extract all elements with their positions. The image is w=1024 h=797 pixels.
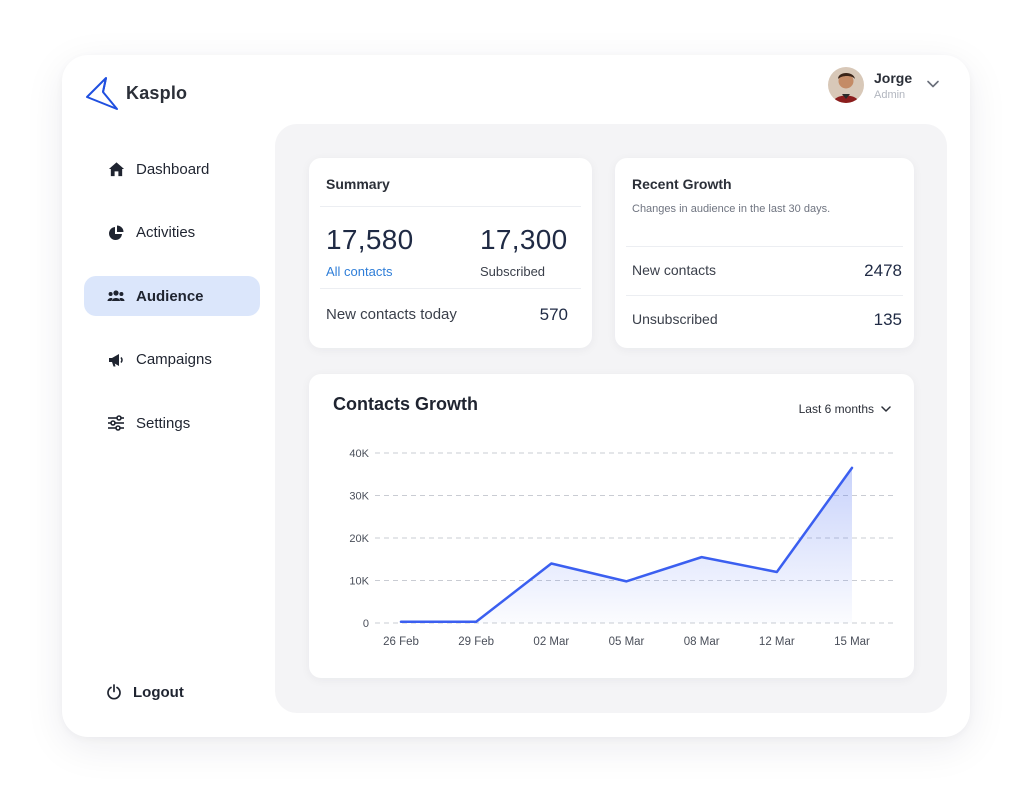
- sidebar-item-label: Dashboard: [136, 160, 210, 178]
- logout-button[interactable]: Logout: [106, 683, 184, 701]
- y-tick-label: 40K: [349, 448, 369, 460]
- chart-title: Contacts Growth: [333, 394, 479, 414]
- power-icon: [106, 683, 124, 701]
- summary-title: Summary: [326, 176, 390, 192]
- users-icon: [106, 286, 126, 306]
- all-contacts-value: 17,580: [326, 224, 414, 255]
- x-tick-label: 12 Mar: [759, 636, 795, 648]
- sidebar-item-audience[interactable]: Audience: [84, 276, 260, 316]
- divider: [626, 246, 903, 247]
- brand[interactable]: Kasplo: [84, 75, 187, 111]
- y-tick-label: 0: [363, 618, 369, 630]
- area-fill: [401, 467, 852, 623]
- sliders-icon: [106, 413, 126, 433]
- unsubscribed-label: Unsubscribed: [632, 311, 718, 327]
- divider: [626, 295, 903, 296]
- brand-name: Kasplo: [126, 82, 188, 103]
- user-role: Admin: [874, 88, 906, 101]
- x-tick-label: 26 Feb: [383, 636, 419, 648]
- avatar[interactable]: [828, 67, 864, 103]
- sidebar-item-activities[interactable]: Activities: [84, 213, 260, 253]
- x-tick-label: 08 Mar: [684, 636, 720, 648]
- x-tick-label: 29 Feb: [458, 636, 494, 648]
- recent-title: Recent Growth: [632, 176, 732, 192]
- sidebar-item-label: Activities: [136, 224, 196, 241]
- main-content: Summary 17,580 All contacts 17,300 Subsc…: [275, 124, 947, 713]
- subscribed-label: Subscribed: [480, 264, 546, 279]
- sidebar-nav: Dashboard Activities: [84, 149, 260, 467]
- new-today-label: New contacts today: [326, 306, 457, 323]
- divider: [320, 206, 581, 207]
- recent-subtitle: Changes in audience in the last 30 days.: [632, 203, 831, 215]
- app-window: Kasplo Jorge Admin Dashboard: [62, 55, 970, 737]
- logout-label: Logout: [133, 683, 184, 701]
- summary-card: Summary 17,580 All contacts 17,300 Subsc…: [309, 158, 592, 348]
- new-contacts-value: 2478: [864, 261, 902, 280]
- contacts-growth-card: Contacts Growth Last 6 months 0 10K 20K 30K…: [309, 374, 914, 678]
- home-icon: [106, 159, 126, 179]
- range-dropdown[interactable]: Last 6 months: [799, 402, 892, 416]
- contacts-growth-chart: 0 10K 20K 30K 40K 26 Feb 29 Feb 02 Mar 05 Mar 08 …: [349, 448, 894, 648]
- recent-growth-card: Recent Growth Changes in audience in the…: [615, 158, 914, 348]
- chevron-down-icon[interactable]: [926, 77, 940, 91]
- y-tick-label: 10K: [349, 576, 369, 588]
- sidebar-item-label: Campaigns: [136, 351, 212, 368]
- user-menu[interactable]: Jorge Admin: [828, 67, 940, 103]
- y-tick-label: 30K: [349, 491, 369, 503]
- sidebar-item-label: Settings: [136, 414, 191, 432]
- unsubscribed-value: 135: [873, 310, 902, 329]
- range-label: Last 6 months: [798, 402, 874, 416]
- user-name: Jorge: [874, 69, 913, 86]
- x-tick-label: 05 Mar: [609, 636, 645, 648]
- chevron-down-icon: [881, 406, 891, 412]
- sidebar-item-dashboard[interactable]: Dashboard: [84, 149, 260, 189]
- kasplo-logo-icon: [86, 77, 118, 110]
- all-contacts-link[interactable]: All contacts: [326, 264, 393, 279]
- divider: [320, 288, 581, 289]
- sidebar-item-settings[interactable]: Settings: [84, 403, 260, 443]
- sidebar-item-campaigns[interactable]: Campaigns: [84, 340, 260, 380]
- y-tick-label: 20K: [349, 533, 369, 545]
- x-tick-label: 02 Mar: [533, 636, 569, 648]
- megaphone-icon: [106, 350, 126, 370]
- sidebar-item-label: Audience: [136, 287, 204, 305]
- new-contacts-label: New contacts: [632, 262, 717, 278]
- subscribed-value: 17,300: [480, 224, 568, 255]
- pie-chart-icon: [106, 223, 126, 243]
- new-today-value: 570: [539, 305, 568, 324]
- x-tick-label: 15 Mar: [834, 636, 870, 648]
